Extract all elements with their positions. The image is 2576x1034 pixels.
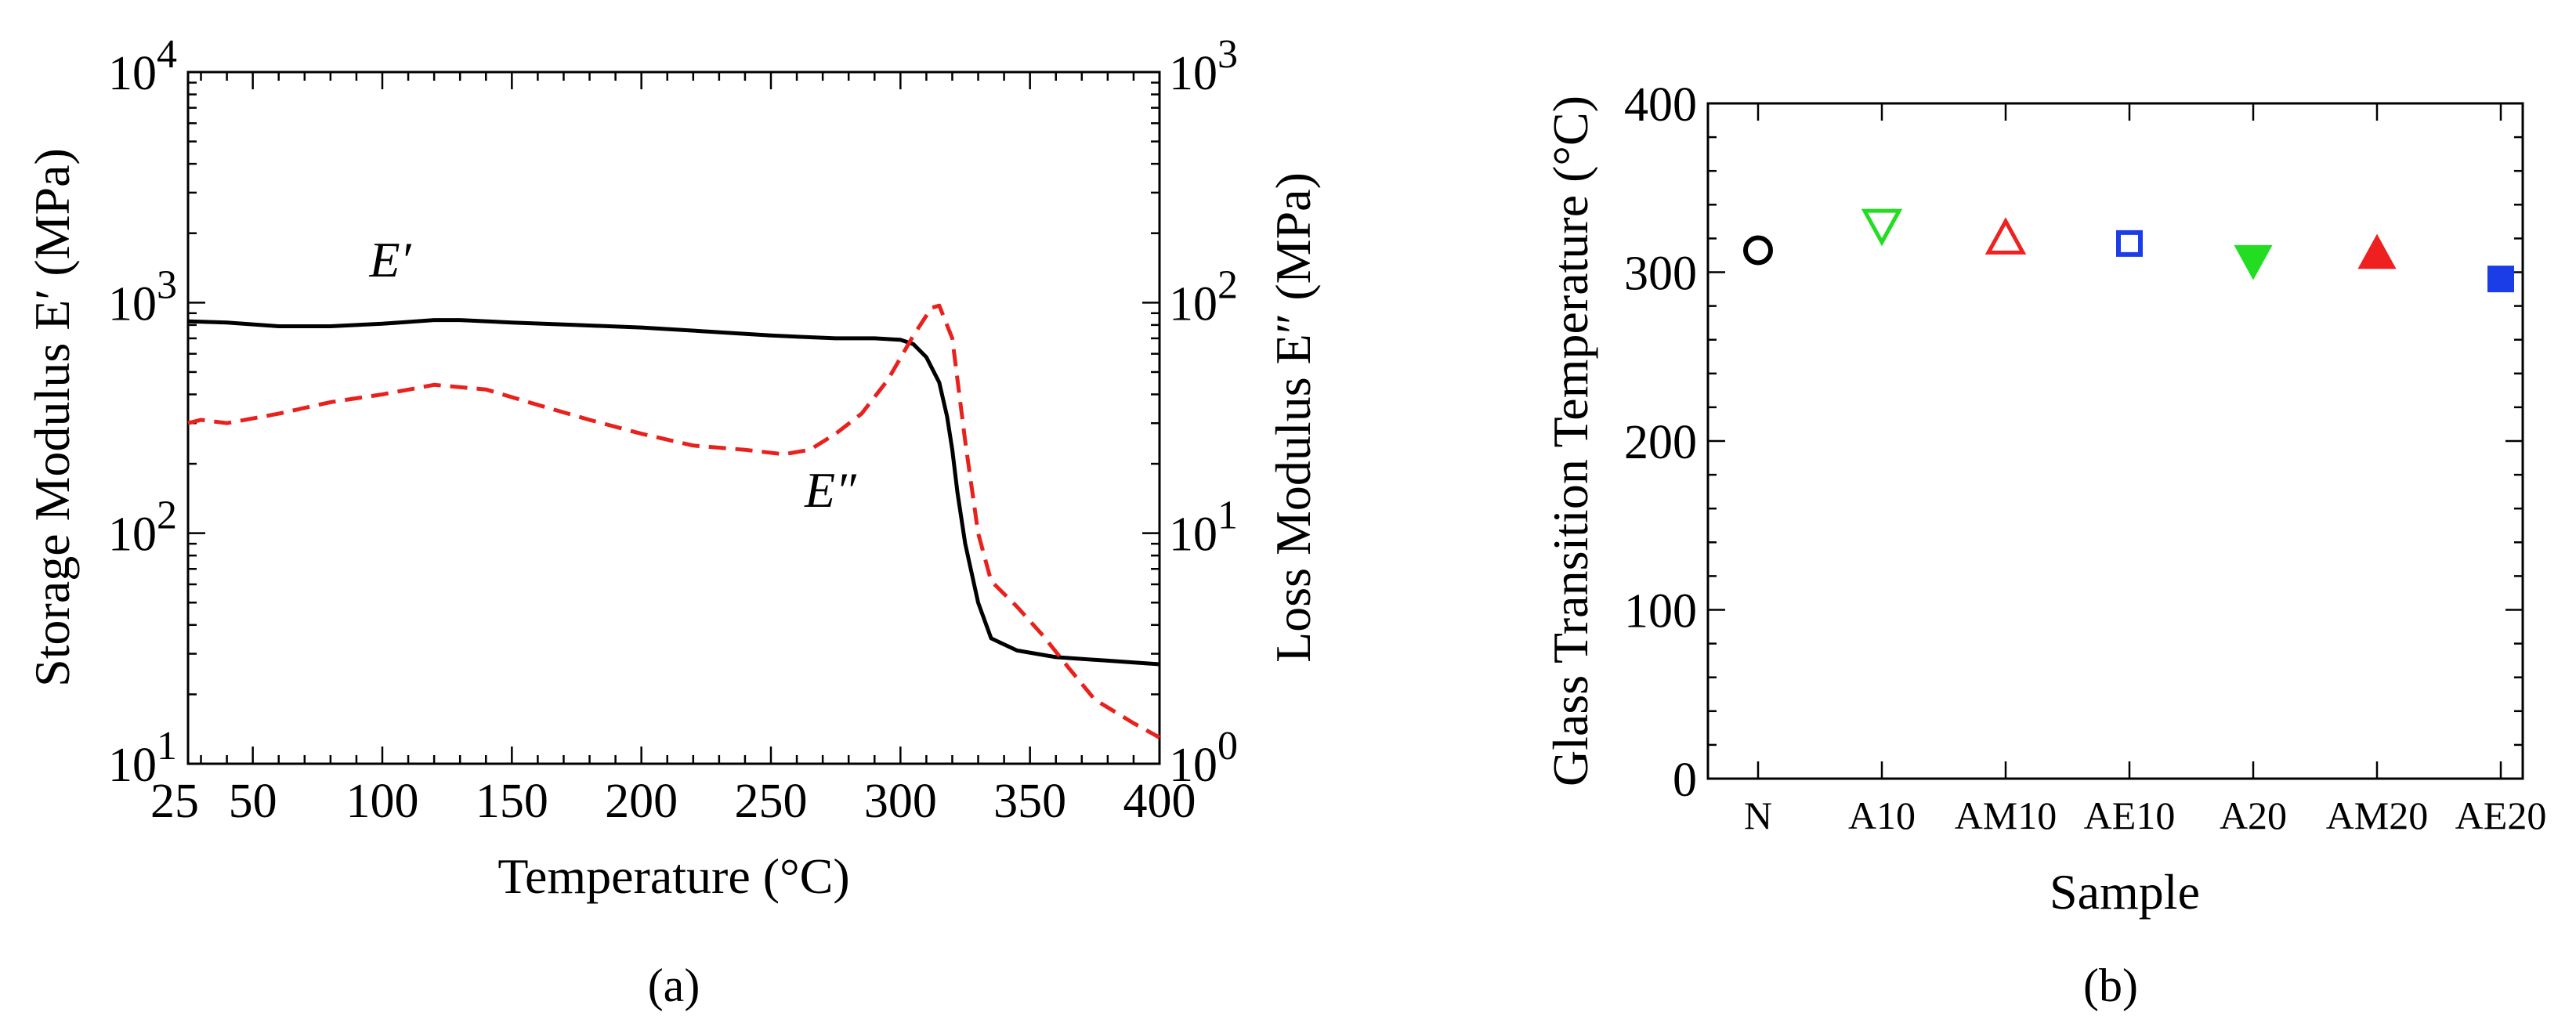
panel-a-chart: 25 50 100 150 200 250 300 350 400 101 102 103 104 1… bbox=[24, 32, 1321, 1011]
panel-b-x-axis-title: Sample bbox=[2050, 864, 2200, 920]
panel-a-right-axis-title: Loss Modulus E″ (MPa) bbox=[1265, 172, 1321, 663]
panel-b-label: (b) bbox=[2083, 960, 2138, 1011]
panel-a-series bbox=[187, 303, 1161, 739]
panel-a-x-tick-label: 350 bbox=[993, 775, 1066, 828]
panel-b-y-tick-label: 0 bbox=[1673, 754, 1697, 807]
panel-b-y-tick-label: 300 bbox=[1624, 248, 1697, 301]
panel-a-left-axis-title: Storage Modulus E′ (MPa) bbox=[24, 148, 80, 687]
panel-b-frame bbox=[1706, 102, 2524, 780]
panel-b-x-tick-label: A10 bbox=[1848, 794, 1916, 837]
panel-b-ticks bbox=[1708, 102, 2523, 780]
panel-a-right-tick-label: 102 bbox=[1169, 262, 1238, 331]
panel-a-left-tick-label: 102 bbox=[108, 494, 177, 562]
panel-b-x-tick-label: AM10 bbox=[1955, 794, 2057, 837]
panel-a-x-tick-label: 200 bbox=[605, 775, 678, 828]
panel-b-x-tick-labels: N A10 AM10 AE10 A20 AM20 AE20 bbox=[1744, 794, 2546, 837]
panel-b-chart: 0 100 200 300 400 N A10 AM10 AE10 A20 AM20 AE20 Sa… bbox=[1543, 78, 2546, 1011]
panel-a-left-tick-labels: 101 102 103 104 bbox=[108, 32, 177, 792]
panel-a-right-tick-label: 103 bbox=[1169, 32, 1238, 100]
panel-a-x-axis-title: Temperature (°C) bbox=[497, 848, 849, 904]
panel-a-x-tick-label: 300 bbox=[864, 775, 937, 828]
panel-b-y-tick-label: 100 bbox=[1624, 585, 1697, 638]
panel-b-point-am20 bbox=[2357, 233, 2397, 269]
panel-a-right-tick-label: 100 bbox=[1169, 724, 1238, 792]
panel-a-frame bbox=[186, 70, 1161, 765]
panel-a-ticks bbox=[188, 72, 1161, 765]
panel-a-left-tick-label: 104 bbox=[108, 32, 177, 100]
panel-a-left-tick-label: 101 bbox=[108, 724, 177, 792]
panel-a-label-loss: E″ bbox=[804, 462, 857, 518]
panel-a-x-tick-label: 25 bbox=[150, 775, 199, 828]
panel-a-series-line-storage bbox=[187, 318, 1160, 667]
panel-a-left-tick-label: 103 bbox=[108, 262, 177, 331]
panel-a-x-tick-label: 250 bbox=[735, 775, 808, 828]
panel-b-point-n bbox=[1743, 235, 1773, 266]
panel-b-x-tick-label: AE10 bbox=[2084, 794, 2176, 837]
panel-b-y-tick-label: 400 bbox=[1624, 78, 1697, 132]
panel-a-series-line-loss bbox=[187, 303, 1161, 739]
panel-a-label: (a) bbox=[648, 960, 700, 1011]
panel-b-y-tick-label: 200 bbox=[1624, 416, 1697, 469]
panel-a-x-tick-label: 100 bbox=[346, 775, 419, 828]
panel-a-label-storage: E′ bbox=[368, 232, 411, 287]
panel-b-y-axis-title: Glass Transition Temperature (°C) bbox=[1543, 96, 1598, 786]
panel-b-x-tick-label: A20 bbox=[2220, 794, 2287, 837]
panel-a-x-tick-label: 50 bbox=[229, 775, 277, 828]
panel-b-y-tick-labels: 0 100 200 300 400 bbox=[1624, 78, 1697, 807]
panel-b-point-a10 bbox=[1861, 208, 1903, 247]
panel-b-point-a20 bbox=[2234, 244, 2273, 280]
panel-b-point-ae10 bbox=[2116, 230, 2143, 257]
panel-b-point-ae20 bbox=[2487, 266, 2514, 293]
panel-a-x-tick-labels: 25 50 100 150 200 250 300 350 400 bbox=[150, 775, 1196, 828]
panel-b-x-tick-label: AM20 bbox=[2326, 794, 2429, 837]
panel-a-annotations: E′ E″ bbox=[368, 232, 857, 518]
panel-b-points bbox=[1743, 208, 2514, 293]
panel-b-point-am10 bbox=[1984, 217, 2027, 255]
panel-a-right-tick-labels: 100 101 102 103 bbox=[1169, 32, 1238, 792]
panel-a-x-tick-label: 400 bbox=[1123, 775, 1196, 828]
panel-a-right-tick-label: 101 bbox=[1169, 494, 1238, 562]
panel-a-x-tick-label: 150 bbox=[476, 775, 548, 828]
panel-b-x-tick-label: AE20 bbox=[2455, 794, 2547, 837]
panel-b-x-tick-label: N bbox=[1744, 794, 1772, 837]
